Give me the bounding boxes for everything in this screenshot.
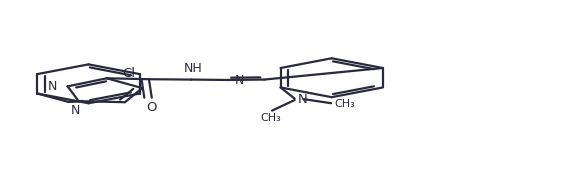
Text: NH: NH (184, 62, 202, 75)
Text: Cl: Cl (122, 67, 135, 80)
Text: CH₃: CH₃ (260, 113, 281, 123)
Text: O: O (146, 101, 157, 114)
Text: N: N (234, 74, 244, 87)
Text: CH₃: CH₃ (334, 99, 355, 109)
Text: N: N (297, 93, 307, 106)
Text: N: N (71, 105, 81, 118)
Text: N: N (48, 80, 58, 93)
